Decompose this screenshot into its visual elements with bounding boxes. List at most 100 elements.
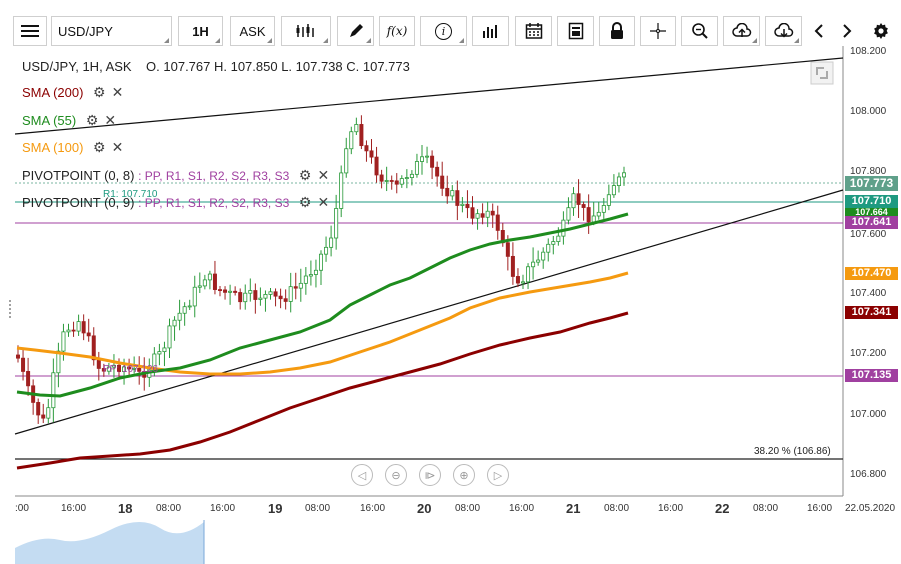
zoom-out-button[interactable]: ⊖ <box>385 464 407 486</box>
menu-icon <box>21 25 39 37</box>
candle-body <box>611 185 616 196</box>
gear-icon[interactable]: ⚙ <box>85 112 99 128</box>
candle-body <box>435 166 440 177</box>
lock-button[interactable] <box>599 16 635 46</box>
triangle-left-icon: ◁ <box>357 469 367 482</box>
candle-body <box>450 190 455 197</box>
volume-button[interactable] <box>472 16 509 46</box>
fib-label: 38.20 % (106.86) <box>754 446 831 457</box>
candle-body <box>313 269 318 275</box>
calendar-button[interactable] <box>515 16 552 46</box>
candle-body <box>132 367 137 370</box>
report-icon <box>568 22 583 40</box>
candle-body <box>101 368 106 372</box>
x-tick: 16:00 <box>658 503 684 514</box>
ohlc-readout: O. 107.767 H. 107.850 L. 107.738 C. 107.… <box>146 59 410 74</box>
close-icon[interactable]: ✕ <box>111 84 124 100</box>
candle-body <box>172 319 177 327</box>
close-icon[interactable]: ✕ <box>317 167 330 183</box>
candle-body <box>303 275 308 284</box>
x-tick-day: 21 <box>566 501 581 516</box>
reset-button[interactable]: ⧐ <box>419 464 441 486</box>
close-icon[interactable]: ✕ <box>111 139 124 155</box>
price-type-select[interactable]: ASK <box>230 16 275 46</box>
candle-body <box>364 145 369 152</box>
menu-button[interactable] <box>13 16 47 46</box>
gear-icon[interactable]: ⚙ <box>298 167 312 183</box>
candle-body <box>576 193 581 205</box>
chart-type-button[interactable] <box>281 16 331 46</box>
sma200-badge: 107.341 <box>845 306 898 319</box>
candles-icon <box>296 24 314 37</box>
pp-badge: 107.641 <box>845 216 898 229</box>
volume-area <box>15 521 204 564</box>
candle-body <box>536 259 541 263</box>
close-icon[interactable]: ✕ <box>317 194 330 210</box>
y-tick: 107.600 <box>850 229 887 240</box>
candle-body <box>324 246 329 255</box>
candle-body <box>440 175 445 189</box>
indicator-sma55[interactable]: SMA (55) ⚙ ✕ <box>22 112 116 129</box>
r1-inline-label: R1: 107.710 <box>103 189 158 200</box>
x-tick-day: 22 <box>715 501 730 516</box>
scroll-right-button[interactable]: ▷ <box>487 464 509 486</box>
indicator-sma100[interactable]: SMA (100) ⚙ ✕ <box>22 139 123 156</box>
x-tick: 16:00 <box>61 503 87 514</box>
gear-icon[interactable]: ⚙ <box>93 84 106 100</box>
candle-body <box>526 266 531 283</box>
zoom-in-button[interactable]: ⊕ <box>453 464 475 486</box>
candle-body <box>505 242 510 257</box>
symbol-select[interactable]: USD/JPY <box>51 16 172 46</box>
candle-body <box>601 205 606 213</box>
candle-body <box>409 173 414 178</box>
candle-body <box>36 402 41 416</box>
report-button[interactable] <box>557 16 594 46</box>
candle-body <box>207 273 212 281</box>
zoom-button[interactable] <box>681 16 718 46</box>
zoom-icon <box>691 23 708 39</box>
price-chart[interactable] <box>0 46 901 564</box>
candle-body <box>339 172 344 209</box>
settings-button[interactable] <box>868 16 894 46</box>
pivot-levels: : PP, R1, S1, R2, S2, R3, S3 <box>138 169 290 183</box>
lower-trendline <box>14 189 844 435</box>
candle-body <box>76 321 81 332</box>
x-tick: 16:00 <box>509 503 535 514</box>
crosshair-button[interactable] <box>640 16 676 46</box>
candle-body <box>162 347 167 353</box>
candle-body <box>273 291 278 297</box>
upload-button[interactable] <box>723 16 760 46</box>
candle-body <box>167 325 172 349</box>
indicator-pivot-8[interactable]: PIVOTPOINT (0, 8) : PP, R1, S1, R2, S2, … <box>22 167 329 184</box>
candle-body <box>106 366 111 372</box>
interval-select[interactable]: 1H <box>178 16 223 46</box>
calendar-icon <box>525 23 542 39</box>
candle-body <box>253 290 258 300</box>
candle-body <box>404 177 409 179</box>
gear-icon[interactable]: ⚙ <box>298 194 312 210</box>
candle-body <box>293 286 298 289</box>
y-tick: 107.400 <box>850 288 887 299</box>
function-button[interactable]: f(x) <box>379 16 415 46</box>
download-button[interactable] <box>765 16 802 46</box>
info-button[interactable]: i <box>420 16 467 46</box>
next-icon <box>843 24 852 38</box>
draw-button[interactable] <box>337 16 374 46</box>
indicator-pivot-9[interactable]: PIVOTPOINT (0, 9) : PP, R1, S1, R2, S2, … <box>22 194 329 211</box>
candle-body <box>374 156 379 176</box>
candle-body <box>81 321 86 334</box>
indicator-sma200[interactable]: SMA (200) ⚙ ✕ <box>22 84 123 101</box>
scroll-left-button[interactable]: ◁ <box>351 464 373 486</box>
x-tick: :00 <box>15 503 29 514</box>
close-icon[interactable]: ✕ <box>104 112 117 128</box>
candle-body <box>379 174 384 182</box>
gear-icon[interactable]: ⚙ <box>93 139 106 155</box>
prev-button[interactable] <box>806 16 832 46</box>
candle-body <box>581 204 586 208</box>
candle-body <box>248 290 253 294</box>
download-icon <box>773 23 793 38</box>
candle-body <box>606 194 611 206</box>
next-button[interactable] <box>834 16 860 46</box>
settings-icon <box>874 23 888 39</box>
expand-icon[interactable] <box>810 61 834 85</box>
